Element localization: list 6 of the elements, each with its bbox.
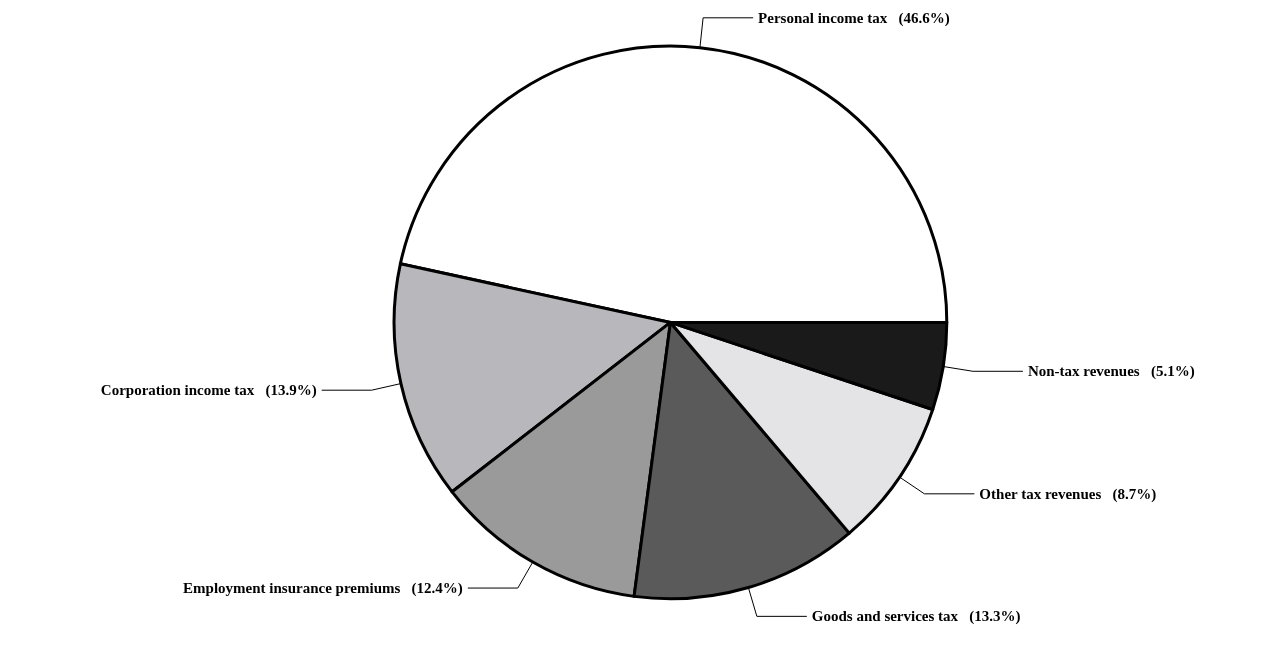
slice-label: Corporation income tax (13.9%) bbox=[100, 382, 317, 400]
slice-label: Non-tax revenues (5.1%) bbox=[1027, 363, 1195, 381]
slice-label: Personal income tax (46.6%) bbox=[758, 9, 950, 27]
slice-label: Other tax revenues (8.7%) bbox=[979, 485, 1157, 503]
slice-label: Goods and services tax (13.3%) bbox=[811, 608, 1021, 626]
slice-label: Employment insurance premiums (12.4%) bbox=[183, 580, 463, 598]
